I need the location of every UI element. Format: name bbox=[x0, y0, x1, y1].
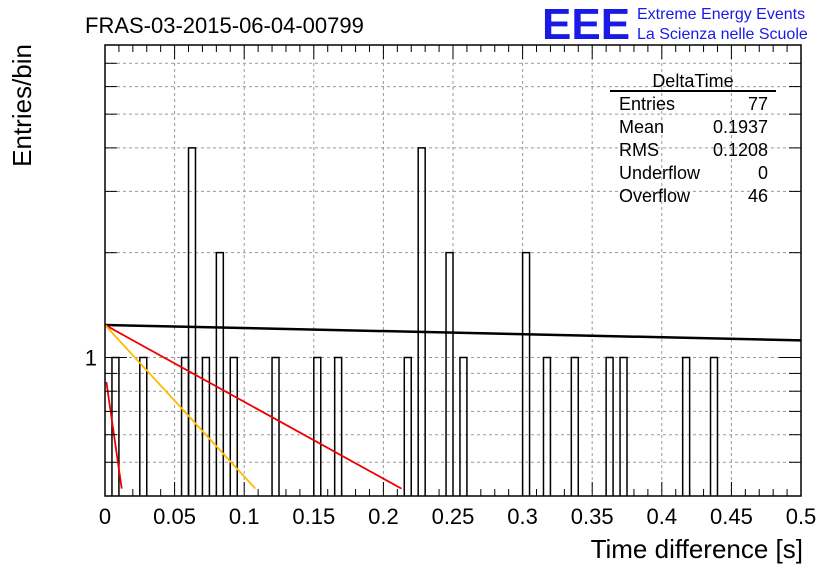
histogram-bin bbox=[570, 356, 580, 496]
eee-logo: EEE Extreme Energy Events La Scienza nel… bbox=[542, 0, 808, 49]
logo-line-2: La Scienza nelle Scuole bbox=[637, 26, 808, 43]
logo-line-1: Extreme Energy Events bbox=[637, 6, 805, 23]
histogram-bin bbox=[619, 356, 628, 496]
axis-ticks bbox=[104, 45, 802, 496]
histogram-bin bbox=[187, 147, 197, 496]
x-tick-label: 0.3 bbox=[507, 504, 538, 529]
x-tick-label: 0.4 bbox=[647, 504, 678, 529]
histogram-bin bbox=[521, 251, 531, 496]
stats-row-label: Entries bbox=[619, 94, 675, 114]
histogram-bin bbox=[445, 251, 454, 496]
histogram-bin bbox=[313, 356, 322, 496]
fit-line bbox=[104, 323, 802, 342]
x-tick-label: 0.05 bbox=[153, 504, 196, 529]
histogram-bin bbox=[605, 356, 614, 496]
y-axis-title: Entries/bin bbox=[7, 44, 37, 167]
x-tick-labels: 0 0.05 0.1 0.15 0.2 0.25 0.3 0.35 0.4 0.45 0.5 bbox=[99, 504, 816, 529]
histogram-bin bbox=[139, 356, 148, 496]
stats-row-label: Mean bbox=[619, 117, 664, 137]
stats-row-value: 0.1208 bbox=[713, 140, 768, 160]
x-tick-label: 0.5 bbox=[786, 504, 817, 529]
histogram-bin bbox=[229, 356, 238, 496]
chart-title: FRAS-03-2015-06-04-00799 bbox=[85, 13, 364, 38]
x-tick-label: 0.2 bbox=[368, 504, 399, 529]
stats-box: DeltaTime Entries 77 Mean 0.1937 RMS 0.1208 Un… bbox=[610, 71, 776, 206]
histogram-bin bbox=[271, 356, 280, 496]
histogram-bin bbox=[417, 147, 426, 496]
stats-row-label: Overflow bbox=[619, 186, 691, 206]
x-tick-label: 0.25 bbox=[432, 504, 475, 529]
histogram-bin bbox=[709, 356, 719, 496]
x-axis-title: Time difference [s] bbox=[591, 534, 803, 564]
histogram-bin bbox=[201, 356, 211, 496]
x-tick-label: 0.15 bbox=[292, 504, 335, 529]
histogram-bin bbox=[333, 356, 343, 496]
fit-line bbox=[105, 381, 123, 489]
x-tick-label: 0.1 bbox=[229, 504, 260, 529]
y-tick-label: 1 bbox=[85, 345, 97, 370]
histogram-bin bbox=[681, 356, 691, 496]
histogram-bin bbox=[215, 251, 225, 496]
x-tick-label: 0 bbox=[99, 504, 111, 529]
x-tick-label: 0.35 bbox=[571, 504, 614, 529]
x-tick-label: 0.45 bbox=[710, 504, 753, 529]
histogram-bin bbox=[403, 356, 412, 496]
stats-rows: Entries 77 Mean 0.1937 RMS 0.1208 Underflow 0 Ov… bbox=[619, 94, 768, 206]
stats-row-value: 77 bbox=[748, 94, 768, 114]
stats-row-label: RMS bbox=[619, 140, 659, 160]
logo-mark: EEE bbox=[542, 0, 630, 49]
stats-row-value: 0 bbox=[758, 163, 768, 183]
stats-title: DeltaTime bbox=[652, 71, 733, 91]
fit-line bbox=[104, 324, 402, 490]
stats-row-value: 0.1937 bbox=[713, 117, 768, 137]
plot-frame bbox=[104, 44, 802, 497]
stats-row-label: Underflow bbox=[619, 163, 701, 183]
fit-line bbox=[104, 324, 256, 490]
y-tick-labels: 1 bbox=[85, 345, 97, 370]
stats-row-value: 46 bbox=[748, 186, 768, 206]
fit-lines bbox=[104, 323, 802, 490]
histogram-bin bbox=[459, 356, 468, 496]
histogram-bin bbox=[542, 356, 552, 496]
